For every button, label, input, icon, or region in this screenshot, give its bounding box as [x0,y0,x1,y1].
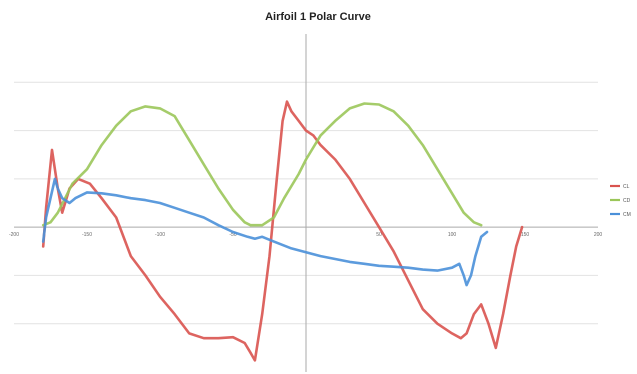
legend-label-cm: CM [623,212,631,218]
series-lines [41,100,524,362]
x-tick-label: 150 [521,232,530,238]
legend-label-cl: CL [623,184,630,190]
series-line-cd [41,102,483,227]
x-tick-label: 100 [448,232,457,238]
series-line-cm [41,177,489,287]
legend-label-cd: CD [623,198,631,204]
x-tick-label: -100 [155,232,165,238]
x-tick-label: 200 [594,232,603,238]
chart-title: Airfoil 1 Polar Curve [265,11,371,23]
legend: CL CD CM [610,184,631,218]
series-line-cl [41,100,524,362]
axes: -200 -150 -100 -50 50 100 150 200 [9,34,602,372]
x-tick-label: -150 [82,232,92,238]
x-tick-label: -50 [229,232,236,238]
x-tick-label: -200 [9,232,19,238]
x-tick-label: 50 [376,232,382,238]
